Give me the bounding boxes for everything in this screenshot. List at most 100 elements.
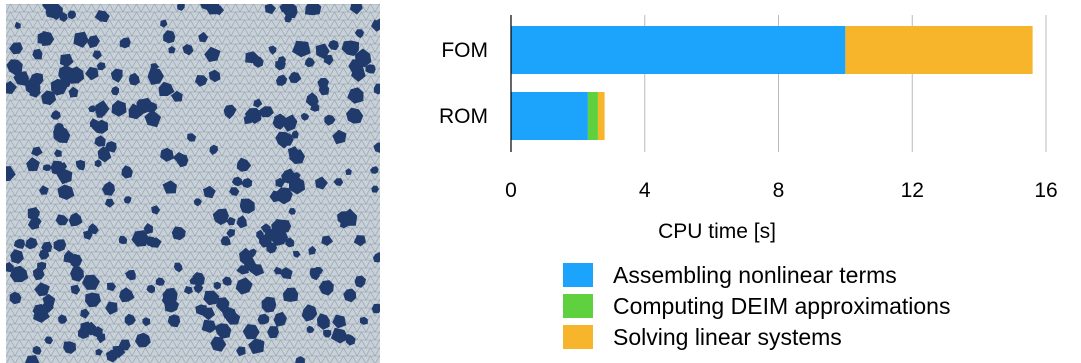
inclusion-grain xyxy=(201,319,217,333)
inclusion-grain xyxy=(260,223,271,233)
inclusion-grain xyxy=(332,314,347,329)
inclusion-grain xyxy=(80,321,93,334)
inclusion-grain xyxy=(315,176,328,190)
inclusion-grain xyxy=(269,190,282,203)
inclusion-grain xyxy=(208,69,221,83)
inclusion-grain xyxy=(13,71,30,86)
inclusion-grain xyxy=(162,180,177,194)
inclusion-grain xyxy=(111,86,120,96)
inclusion-grain xyxy=(267,326,279,339)
inclusion-grain xyxy=(203,290,220,306)
x-axis-label: CPU time [s] xyxy=(658,220,776,243)
inclusion-grain xyxy=(324,114,336,126)
inclusion-grain xyxy=(171,226,186,241)
inclusion-grain xyxy=(147,68,164,85)
x-tick-label: 8 xyxy=(773,179,785,202)
inclusion-grain xyxy=(198,31,209,43)
inclusion-grain xyxy=(258,106,274,118)
inclusion-grain xyxy=(203,185,216,199)
inclusion-grain xyxy=(104,198,115,208)
inclusion-grain xyxy=(248,248,257,258)
inclusion-grain xyxy=(285,237,295,248)
inclusion-grain xyxy=(42,4,58,12)
inclusion-grain xyxy=(32,267,45,281)
inclusion-grain xyxy=(59,53,74,68)
inclusion-grain xyxy=(346,107,364,124)
inclusion-grain xyxy=(354,275,366,288)
inclusion-grain xyxy=(142,317,151,327)
inclusion-grain xyxy=(332,129,347,145)
inclusion-grain xyxy=(13,238,25,249)
inclusion-grain xyxy=(9,291,22,305)
inclusion-grain xyxy=(354,29,364,39)
inclusion-grain xyxy=(173,262,183,273)
inclusion-grain xyxy=(372,252,380,263)
inclusion-grain xyxy=(371,185,379,193)
inclusion-grain xyxy=(272,232,282,243)
inclusion-grain xyxy=(73,31,89,48)
inclusion-grain xyxy=(321,235,334,246)
inclusion-grain xyxy=(239,198,255,214)
inclusion-grain xyxy=(345,333,356,346)
inclusion-grain xyxy=(160,19,168,28)
inclusion-grain xyxy=(150,237,162,248)
inclusion-grain xyxy=(182,44,194,56)
inclusion-grain xyxy=(163,30,176,44)
inclusion-grain xyxy=(369,166,379,174)
bar-fom-3 xyxy=(845,26,1033,74)
category-labels: FOM ROM xyxy=(439,39,488,128)
inclusion-grain xyxy=(160,147,174,162)
inclusion-grain xyxy=(92,326,103,338)
inclusion-grain xyxy=(41,90,57,106)
inclusion-grain xyxy=(268,45,277,55)
inclusion-grain xyxy=(194,75,208,87)
inclusion-grain xyxy=(107,282,117,292)
inclusion-grain xyxy=(94,10,108,22)
inclusion-grain xyxy=(57,184,75,200)
inclusion-grain xyxy=(143,223,153,235)
inclusion-grain xyxy=(88,105,96,113)
legend-label: Solving linear systems xyxy=(613,324,842,350)
mesh-image xyxy=(6,4,380,363)
inclusion-grain xyxy=(34,282,50,297)
inclusion-grain xyxy=(242,324,260,340)
inclusion-grain xyxy=(119,37,131,49)
x-tick-label: 12 xyxy=(901,179,924,202)
inclusion-grain xyxy=(304,4,322,16)
inclusion-grain xyxy=(168,46,176,54)
inclusion-grain xyxy=(266,242,278,254)
inclusion-grain xyxy=(210,336,227,352)
inclusion-grain xyxy=(353,235,366,247)
inclusion-grain xyxy=(94,135,106,147)
inclusion-grain xyxy=(144,109,162,128)
inclusion-grain xyxy=(187,133,197,142)
inclusion-grain xyxy=(55,214,69,226)
inclusion-grain xyxy=(95,348,103,356)
inclusion-grain xyxy=(223,104,237,120)
inclusion-grain xyxy=(328,40,339,51)
inclusion-grain xyxy=(213,281,222,290)
inclusion-grain xyxy=(89,118,99,129)
inclusion-grain xyxy=(292,172,301,181)
inclusion-grain xyxy=(359,316,368,325)
inclusion-grain xyxy=(209,144,218,155)
inclusion-grain xyxy=(96,109,105,118)
inclusion-grain xyxy=(373,83,380,95)
inclusion-grain xyxy=(373,142,380,153)
inclusion-grain xyxy=(68,212,83,227)
inclusion-grain xyxy=(58,314,68,324)
inclusion-grain xyxy=(110,68,123,83)
inclusion-grain xyxy=(278,267,293,280)
x-tick-label: 0 xyxy=(505,179,517,202)
inclusion-grain xyxy=(282,114,298,132)
inclusion-grain xyxy=(96,62,106,71)
inclusion-grain xyxy=(50,110,61,120)
inclusion-grain xyxy=(111,100,127,117)
x-tick-label: 4 xyxy=(639,179,651,202)
inclusion-grain xyxy=(70,266,84,282)
inclusion-grain xyxy=(42,164,52,171)
inclusion-grain xyxy=(229,187,240,196)
inclusion-grain xyxy=(123,196,132,204)
inclusion-grain xyxy=(158,81,175,96)
x-tick-labels: 0 4 8 12 16 xyxy=(505,179,1058,202)
